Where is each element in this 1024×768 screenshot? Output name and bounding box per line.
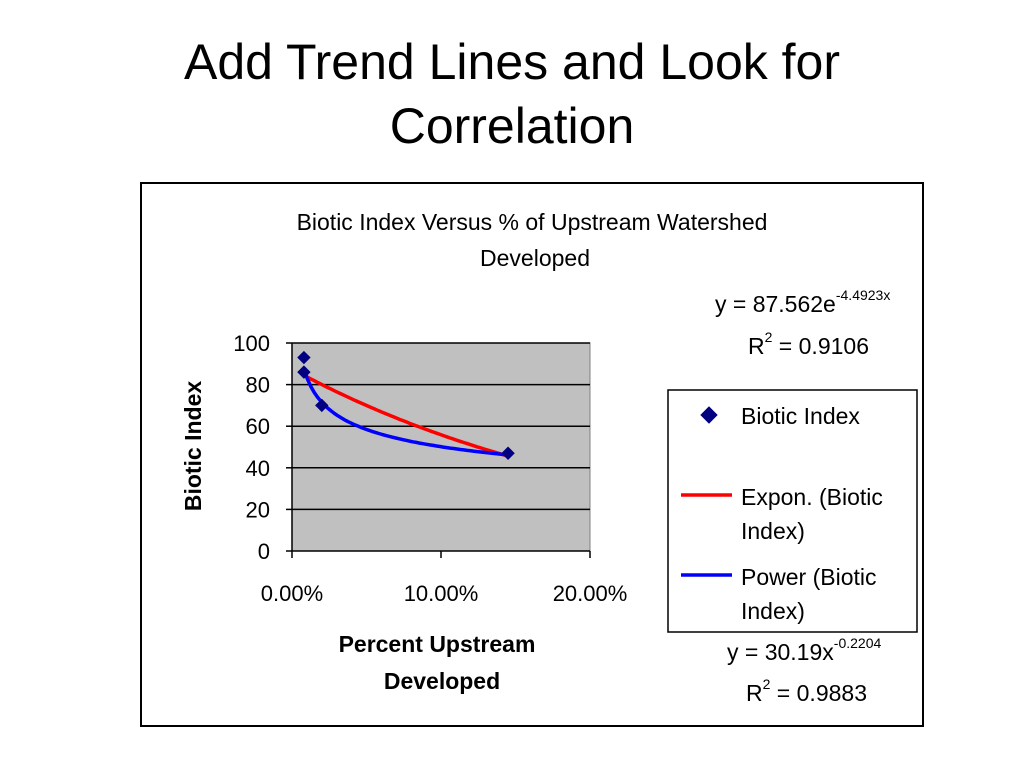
trendlines: [302, 368, 509, 458]
legend-label-power-line-2: Index): [741, 598, 805, 624]
y-tick-label-0: 0: [258, 539, 270, 564]
x-tick-label-2: 20.00%: [553, 581, 628, 606]
trendline-power: [302, 368, 509, 457]
power-r-squared: R2 = 0.9883: [746, 676, 867, 706]
trendline-exponential: [303, 373, 509, 458]
exponential-r-squared-symbol: R: [748, 333, 765, 359]
power-equation-base: y = 30.19x: [727, 639, 834, 665]
y-tick-label-1: 20: [246, 497, 270, 522]
power-equation-exponent: -0.2204: [834, 635, 882, 651]
data-point-1: [297, 365, 311, 379]
y-axis-title: Biotic Index: [180, 381, 206, 512]
exponential-r-squared-power: 2: [765, 329, 773, 345]
gridlines: [292, 342, 590, 511]
x-tick-label-1: 10.00%: [404, 581, 479, 606]
legend-marker-biotic-index: [700, 406, 718, 424]
x-axis-ticks: 0.00% 10.00% 20.00%: [261, 551, 628, 606]
power-r-squared-symbol: R: [746, 680, 763, 706]
legend-box: [667, 389, 918, 633]
x-tick-label-0: 0.00%: [261, 581, 323, 606]
chart-svg: Biotic Index Versus % of Upstream Waters…: [180, 209, 918, 706]
data-point-2: [315, 398, 329, 413]
x-axis-title-line-1: Percent Upstream: [339, 631, 536, 657]
x-axis-title-line-2: Developed: [384, 668, 500, 694]
slide-title: Add Trend Lines and Look for Correlation: [0, 30, 1024, 158]
exponential-r-squared-value: = 0.9106: [772, 333, 869, 359]
exponential-equation: y = 87.562e-4.4923x: [715, 287, 890, 317]
power-r-squared-value: = 0.9883: [770, 680, 867, 706]
exponential-equation-base: y = 87.562e: [715, 291, 836, 317]
exponential-equation-exponent: -4.4923x: [836, 287, 890, 303]
y-tick-label-4: 80: [246, 373, 270, 398]
chart-title-line-2: Developed: [480, 245, 590, 271]
legend-label-exponential-line-1: Expon. (Biotic: [741, 484, 883, 510]
data-point-0: [297, 350, 311, 365]
chart-title-line-1: Biotic Index Versus % of Upstream Waters…: [297, 209, 768, 235]
legend-label-exponential-line-2: Index): [741, 518, 805, 544]
data-point-3: [501, 446, 515, 460]
legend-label-power-line-1: Power (Biotic: [741, 564, 876, 590]
data-markers: [297, 350, 515, 460]
power-r-squared-power: 2: [763, 676, 771, 692]
chart-area: Biotic Index Versus % of Upstream Waters…: [140, 182, 924, 727]
exponential-r-squared: R2 = 0.9106: [748, 329, 869, 359]
power-equation: y = 30.19x-0.2204: [727, 635, 881, 665]
slide-title-line-2: Correlation: [389, 98, 635, 154]
y-axis-ticks: 0 20 40 60 80 100: [233, 331, 292, 564]
y-tick-label-5: 100: [233, 331, 270, 356]
legend-label-biotic-index: Biotic Index: [741, 403, 860, 429]
y-tick-label-3: 60: [246, 414, 270, 439]
slide-title-line-1: Add Trend Lines and Look for: [183, 34, 840, 90]
y-tick-label-2: 40: [246, 456, 270, 481]
